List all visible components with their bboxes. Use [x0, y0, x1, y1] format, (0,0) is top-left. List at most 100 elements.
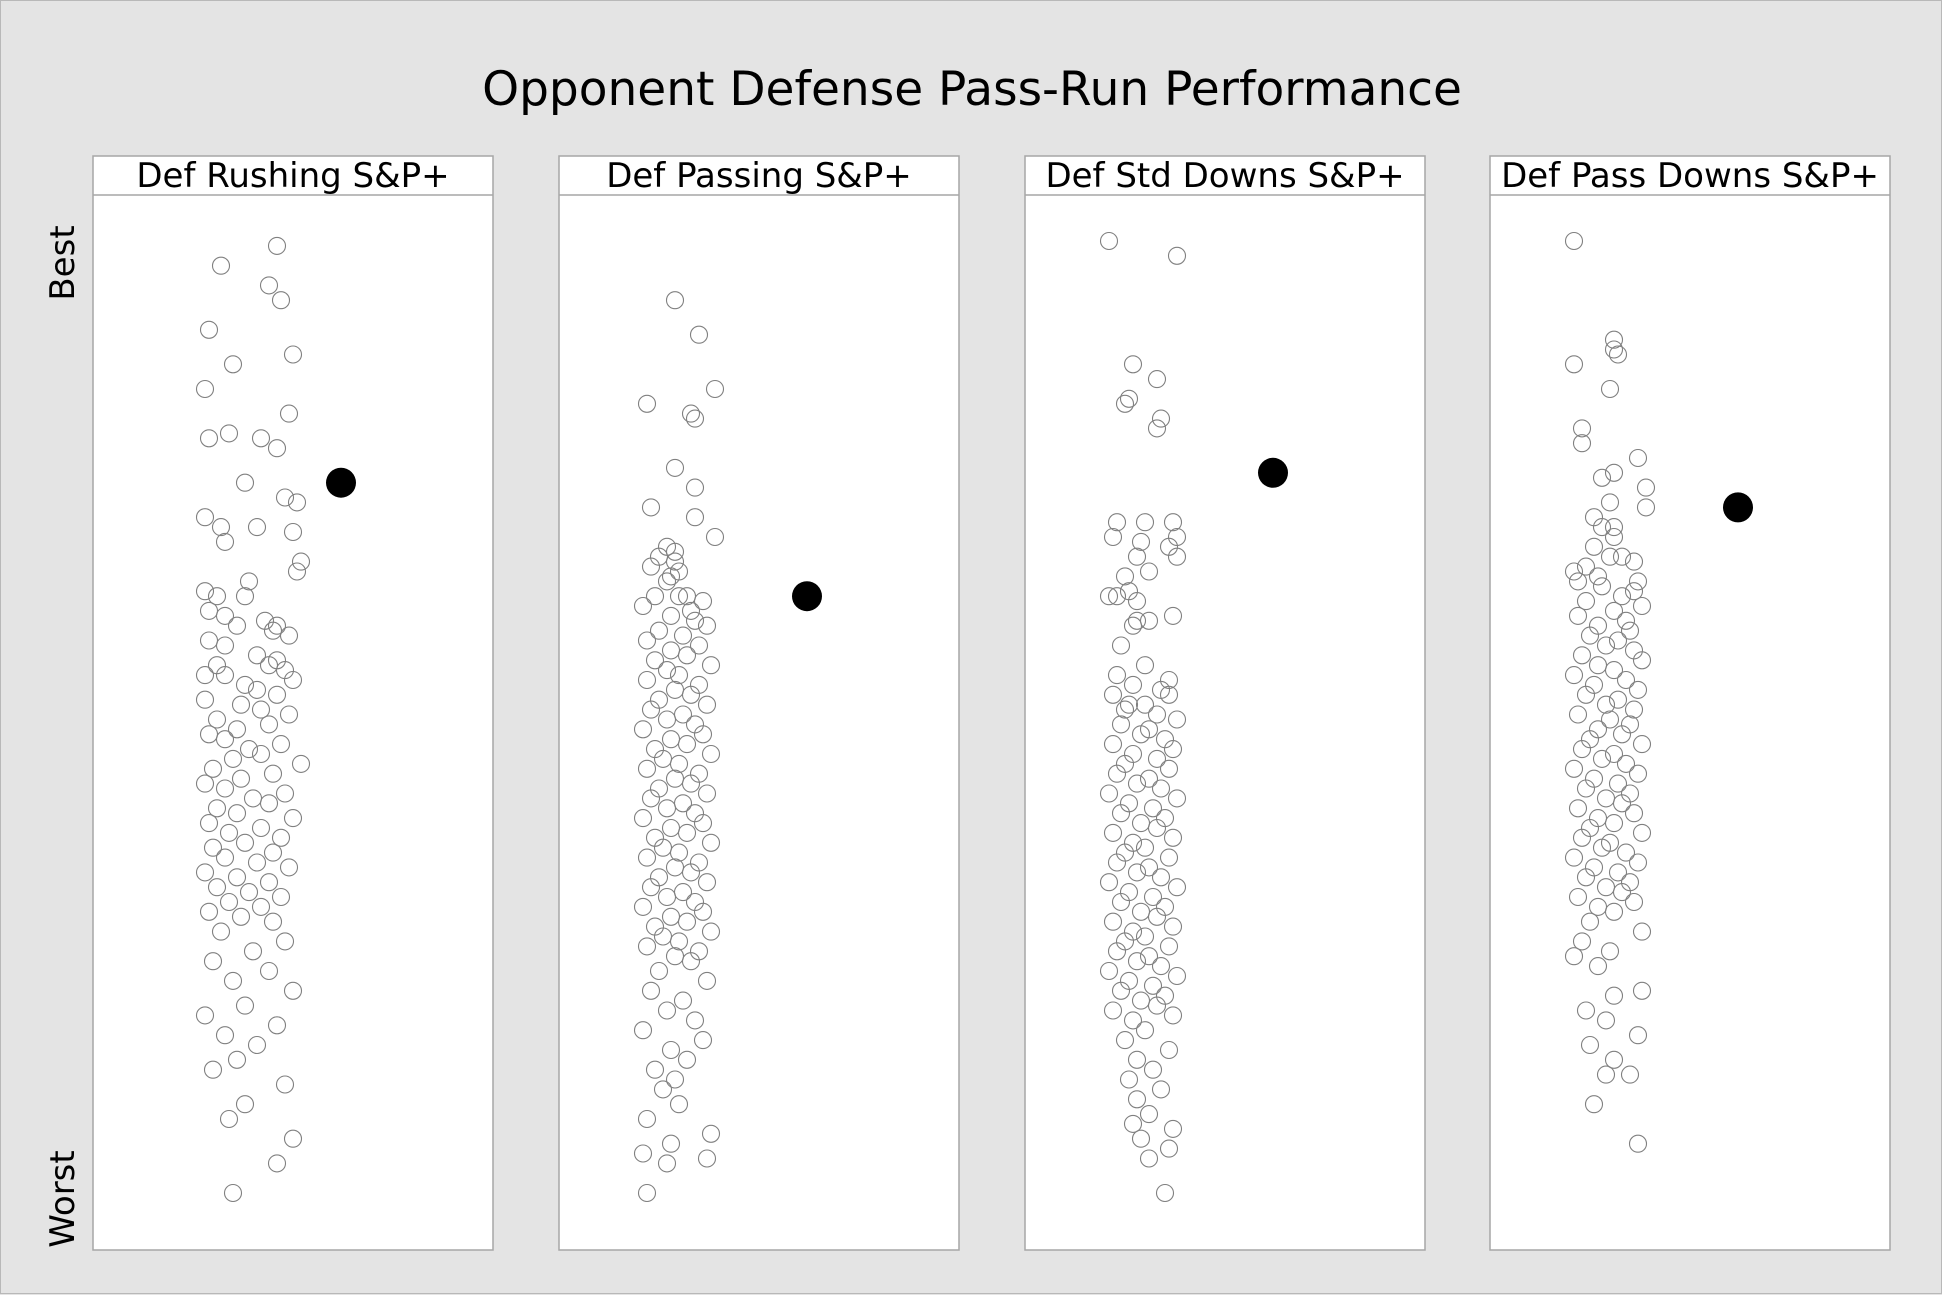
data-point: [227, 616, 247, 635]
data-point: [661, 1134, 681, 1153]
data-point: [231, 695, 251, 714]
data-point: [697, 784, 717, 803]
data-point: [211, 518, 231, 537]
data-point: [1604, 463, 1624, 482]
data-point: [1115, 1031, 1135, 1050]
data-point: [1127, 952, 1147, 971]
data-point: [1572, 740, 1592, 759]
data-point: [239, 883, 259, 902]
data-point: [283, 809, 303, 828]
data-point: [223, 971, 243, 990]
data-point: [1103, 1001, 1123, 1020]
data-point: [1628, 1134, 1648, 1153]
data-point: [271, 887, 291, 907]
data-point: [665, 458, 685, 477]
data-point: [1127, 547, 1147, 566]
data-point: [1616, 843, 1636, 862]
data-point: [1143, 976, 1163, 995]
data-point: [1612, 725, 1632, 744]
y-axis-label-best: Best: [43, 225, 83, 300]
data-point: [1576, 779, 1596, 798]
data-point: [673, 991, 693, 1010]
data-point: [243, 942, 263, 961]
data-point: [669, 932, 689, 951]
data-point: [1572, 828, 1592, 847]
data-point: [1624, 582, 1644, 601]
data-point: [1628, 853, 1648, 872]
data-point: [637, 670, 657, 690]
data-point: [1123, 616, 1143, 635]
data-point: [1099, 784, 1119, 803]
data-point: [1167, 966, 1187, 986]
data-point: [291, 754, 311, 773]
data-point: [637, 759, 657, 778]
y-axis-label-worst: Worst: [43, 1150, 83, 1247]
data-point: [275, 932, 295, 951]
data-point: [701, 922, 721, 941]
data-point: [661, 567, 681, 586]
data-point: [697, 873, 717, 892]
data-point: [1576, 592, 1596, 611]
data-point: [195, 690, 215, 709]
panel-label: Def Pass Downs S&P+: [1501, 156, 1879, 196]
data-point: [1600, 942, 1620, 961]
data-point: [677, 1050, 697, 1069]
data-point: [251, 700, 271, 719]
data-point: [633, 1021, 653, 1040]
data-point: [673, 626, 693, 645]
data-point: [1572, 932, 1592, 951]
data-point: [1632, 651, 1652, 670]
data-point: [1103, 735, 1123, 754]
data-point: [1568, 606, 1588, 625]
data-point: [701, 1124, 721, 1143]
data-point: [283, 345, 303, 364]
data-point: [1624, 700, 1644, 719]
data-point: [701, 744, 721, 764]
data-point: [1111, 892, 1131, 912]
data-point: [633, 596, 653, 616]
data-point: [203, 838, 223, 857]
data-point: [693, 592, 713, 611]
data-point: [1107, 764, 1127, 783]
data-point: [1135, 838, 1155, 857]
data-point: [1159, 759, 1179, 778]
data-point: [251, 897, 271, 916]
data-point: [1151, 1080, 1171, 1099]
data-point: [1103, 823, 1123, 842]
panel-3: Def Std Downs S&P+: [1024, 155, 1426, 1251]
panel-label: Def Passing S&P+: [606, 156, 912, 196]
data-point: [227, 804, 247, 823]
data-point: [1147, 419, 1167, 438]
data-point: [283, 1129, 303, 1148]
data-point: [267, 685, 287, 704]
data-point: [637, 937, 657, 956]
data-point: [657, 710, 677, 729]
data-point: [1592, 577, 1612, 596]
data-point: [1572, 434, 1592, 453]
data-point: [1564, 848, 1584, 867]
data-point: [1600, 379, 1620, 399]
data-point: [1147, 818, 1167, 838]
data-point: [1628, 448, 1648, 468]
data-point: [1163, 740, 1183, 759]
data-point: [271, 735, 291, 754]
data-point: [1127, 611, 1147, 630]
data-point: [251, 429, 271, 448]
data-point: [1604, 661, 1624, 680]
data-point: [641, 789, 661, 808]
data-point: [267, 616, 287, 635]
data-point: [223, 1183, 243, 1203]
data-point: [1588, 957, 1608, 976]
data-point: [1616, 670, 1636, 690]
panel-box: [92, 155, 494, 1251]
data-point: [681, 601, 701, 620]
data-point: [211, 922, 231, 941]
data-point: [1107, 666, 1127, 685]
data-point: [1564, 355, 1584, 374]
data-point: [215, 779, 235, 798]
data-point: [275, 784, 295, 803]
data-point: [1576, 557, 1596, 576]
data-point: [195, 1006, 215, 1025]
data-point: [195, 379, 215, 399]
data-point: [633, 720, 653, 739]
